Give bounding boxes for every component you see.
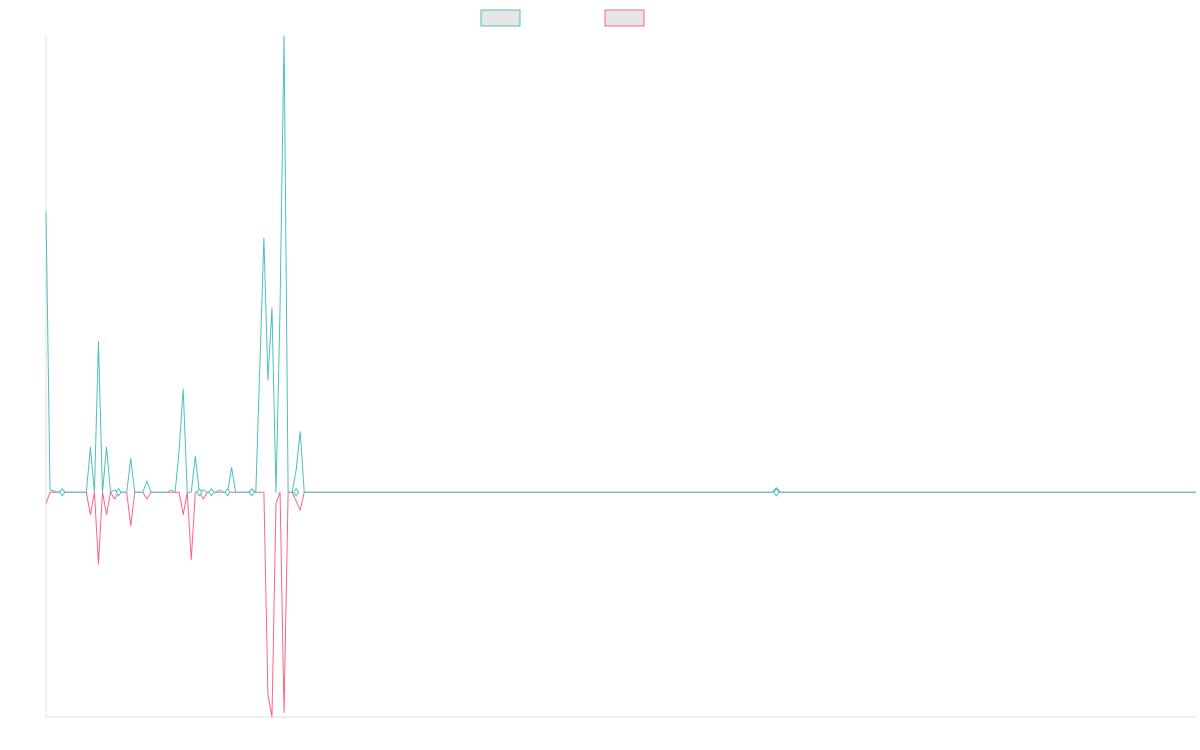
data-point-marker[interactable] (224, 487, 231, 497)
legend-swatch-2[interactable] (604, 9, 645, 27)
data-point-marker[interactable] (115, 487, 122, 497)
data-point-marker[interactable] (208, 487, 215, 497)
series-layer (45, 35, 1196, 718)
legend-swatch-1[interactable] (480, 9, 521, 27)
data-point-marker[interactable] (248, 487, 255, 497)
legend (480, 9, 645, 27)
data-point-marker[interactable] (59, 487, 66, 497)
series-line-2[interactable] (45, 491, 1196, 718)
series-line-1[interactable] (45, 35, 1196, 493)
marker-layer (59, 487, 780, 497)
data-point-marker[interactable] (773, 487, 780, 497)
data-point-marker[interactable] (293, 487, 300, 497)
data-point-marker[interactable] (196, 487, 203, 497)
